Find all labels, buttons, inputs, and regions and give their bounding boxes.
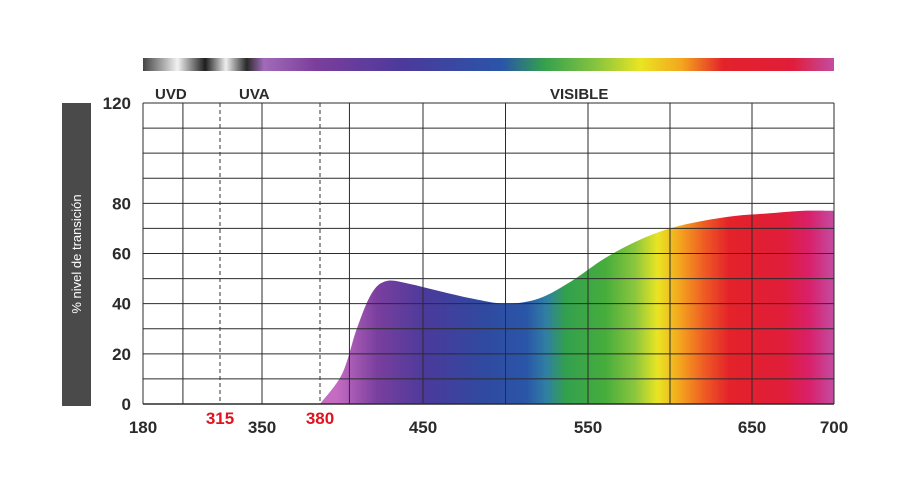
- x-tick-label-450: 450: [409, 418, 437, 437]
- y-tick-label-0: 0: [122, 395, 131, 414]
- y-tick-label-40: 40: [112, 295, 131, 314]
- region-label-uva: UVA: [239, 86, 270, 103]
- x-tick-label-350: 350: [248, 418, 276, 437]
- spectrum-bar: [143, 58, 834, 71]
- x-tick-label-700: 700: [820, 418, 848, 437]
- x-tick-label-550: 550: [574, 418, 602, 437]
- y-tick-label-60: 60: [112, 245, 131, 264]
- y-axis-label-panel: [62, 103, 91, 406]
- x-tick-label-380: 380: [306, 409, 334, 428]
- y-axis-label: % nivel de transición: [69, 194, 84, 313]
- grid: [142, 102, 835, 405]
- x-tick-label-315: 315: [206, 409, 234, 428]
- y-tick-label-120: 120: [103, 94, 131, 113]
- uv-boundary-lines: [219, 103, 321, 404]
- x-tick-label-650: 650: [738, 418, 766, 437]
- y-tick-label-80: 80: [112, 194, 131, 213]
- transition-area: [320, 210, 834, 404]
- axis-ticks: 180 315 350 380 450 550 650 700 0 20 40 60 80 120: [103, 94, 849, 437]
- region-label-uvd: UVD: [155, 86, 187, 103]
- region-label-visible: VISIBLE: [550, 86, 608, 103]
- x-tick-label-180: 180: [129, 418, 157, 437]
- y-tick-label-20: 20: [112, 345, 131, 364]
